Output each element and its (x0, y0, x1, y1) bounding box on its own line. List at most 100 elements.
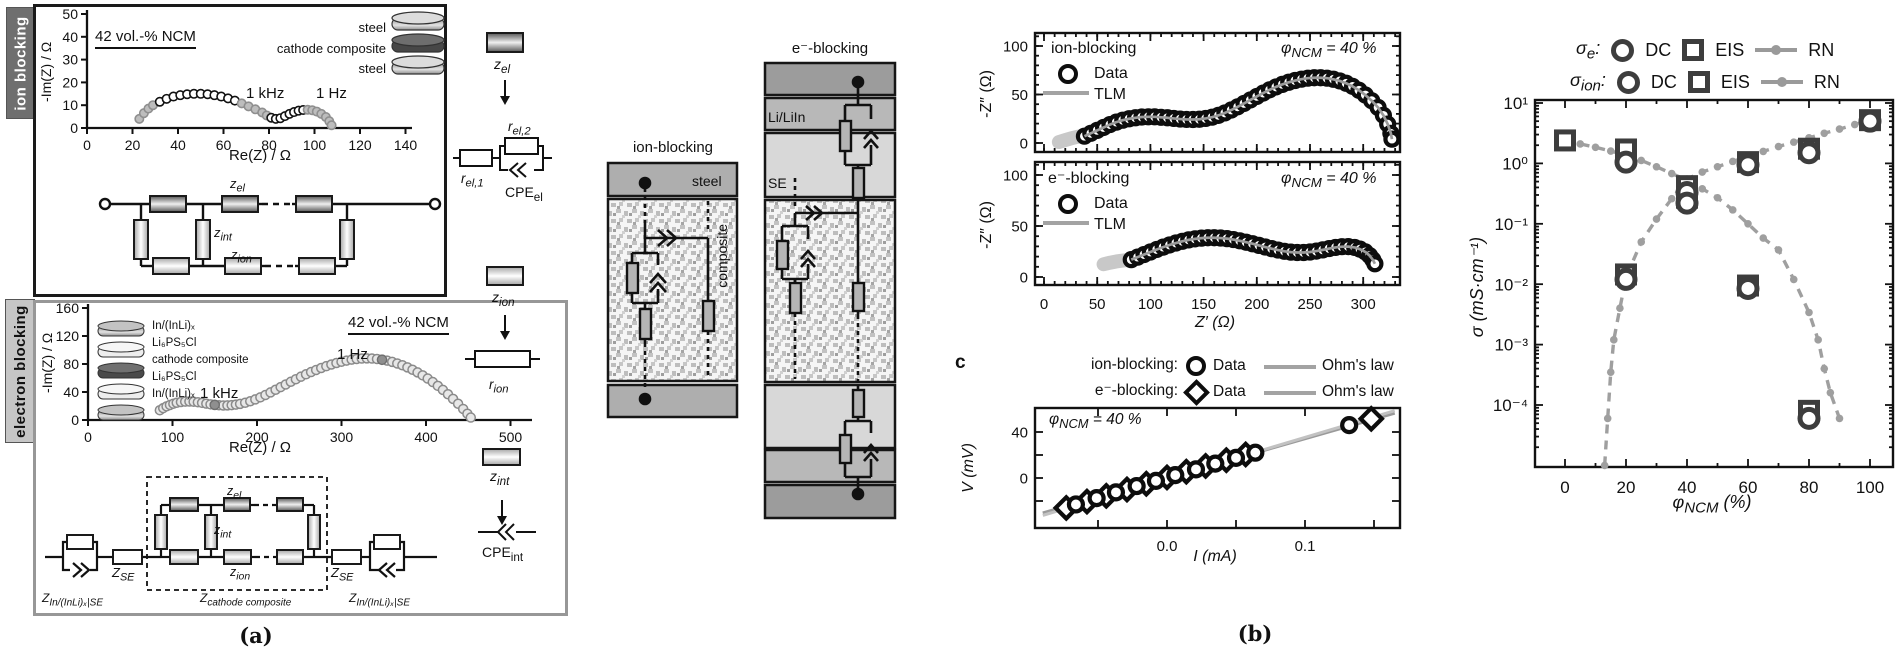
svg-text:120: 120 (348, 137, 372, 153)
a1-stack-labels: steel cathode composite steel (256, 20, 386, 77)
sigma-e-dc-icon (1611, 38, 1635, 62)
a1-circuit-zint-label: zint (214, 225, 232, 244)
a1-stack-label-steel-bottom: steel (358, 61, 386, 77)
tlm-circuit-ion-blocking (98, 195, 442, 275)
svg-text:80: 80 (261, 137, 277, 153)
c-legend-row2-title: e⁻-blocking: (1094, 382, 1178, 399)
a2-circuit-zse-right-label: ZSE (331, 565, 354, 584)
tab-electron-blocking: electron blocking (5, 299, 35, 443)
c-row1-ohm-label: Ohm's law (1322, 357, 1394, 374)
svg-text:10: 10 (62, 97, 78, 113)
svg-text:100: 100 (1856, 478, 1884, 497)
b2-data-label: Data (1094, 195, 1128, 212)
legend-cpeel-label: CPEel (505, 184, 543, 204)
a2-freq-1khz: 1 kHz (200, 385, 239, 402)
sigma-ion-dc-label: DC (1650, 71, 1677, 92)
svg-text:80: 80 (1800, 478, 1819, 497)
a2-cell-stack-icon (97, 320, 145, 421)
a2-circuit-zse-left-label: ZSE (112, 565, 135, 584)
a2-circuit-zinterface-right-label: ZIn/(InLi)ₓ|SE (349, 591, 410, 609)
sigma-e-label: σe: (1576, 38, 1601, 63)
svg-text:40: 40 (1011, 424, 1028, 441)
svg-text:40: 40 (1678, 478, 1697, 497)
c-e-data-symbol (1183, 379, 1210, 406)
svg-text:100: 100 (1138, 296, 1163, 313)
svg-text:50: 50 (1089, 296, 1106, 313)
a2-stack-labels: In/(InLi)ₓ Li₆PS₅Cl cathode composite Li… (152, 320, 249, 401)
tab-ion-blocking-label: ion blocking (12, 15, 30, 111)
b2-tlm-symbol (1043, 221, 1089, 225)
electron-blocking-panel-box (33, 300, 568, 616)
sigma-e-eis-label: EIS (1715, 39, 1745, 60)
nyquist-b-ion-plot: 0 50 100 (1003, 31, 1402, 154)
c-ylabel: V (mV) (960, 443, 978, 493)
svg-text:0: 0 (71, 412, 79, 428)
svg-text:50: 50 (1011, 218, 1028, 235)
svg-text:30: 30 (62, 52, 78, 68)
sigma-ion-dc-icon (1616, 70, 1640, 94)
svg-text:0: 0 (83, 137, 91, 153)
svg-text:0: 0 (1560, 478, 1569, 497)
svg-text:10⁻⁴: 10⁻⁴ (1493, 396, 1528, 415)
schematic-ion-blocking (606, 161, 739, 419)
b1-tlm-symbol (1043, 91, 1089, 95)
b2-data-symbol (1058, 194, 1078, 214)
schematic-e-li-label: Li/LiIn (768, 109, 806, 125)
sigma-legend-row-ion: σion: DC EIS RN (1570, 70, 1840, 95)
svg-text:0: 0 (1020, 470, 1028, 487)
tab-electron-blocking-label: electron blocking (11, 304, 29, 438)
a2-stack-label-4: Li₆PS₅Cl (152, 371, 197, 383)
svg-text:50: 50 (62, 6, 78, 22)
svg-text:0.0: 0.0 (1157, 538, 1178, 555)
caption-b: (b) (1237, 621, 1273, 646)
svg-text:300: 300 (330, 429, 354, 445)
svg-text:40: 40 (63, 384, 79, 400)
legend-zint-label: zint (490, 468, 510, 488)
svg-text:140: 140 (394, 137, 418, 153)
a1-xlabel: Re(Z) / Ω (228, 147, 292, 164)
tab-ion-blocking: ion blocking (6, 7, 36, 119)
svg-text:100: 100 (1003, 167, 1028, 184)
a2-ylabel: -Im(Z) / Ω (39, 332, 56, 393)
sigma-ion-rn-label: RN (1813, 71, 1840, 92)
b2-tlm-label: TLM (1094, 216, 1126, 233)
svg-text:0.1: 0.1 (1295, 538, 1316, 555)
svg-text:60: 60 (1739, 478, 1758, 497)
schematic-e-se-label: SE (768, 175, 787, 191)
c-row2-ohm-symbol (1264, 391, 1316, 395)
legend-zel-label: zel (494, 56, 511, 76)
b1-data-symbol (1058, 64, 1078, 84)
schematic-ion-steel-label: steel (692, 173, 722, 189)
schematic-ion-composite-label: composite (714, 223, 731, 288)
nyquist-ion-blocking-a-plot: 0 20 40 60 80 100 120 140 0 10 20 30 40 50 (62, 6, 418, 153)
legend-cpeint-label: CPEint (482, 544, 524, 564)
sigma-ion-eis-icon (1687, 71, 1710, 94)
sigma-legend-row-e: σe: DC EIS RN (1576, 38, 1834, 63)
c-row1-data-label: Data (1213, 357, 1246, 374)
b1-title: ion-blocking (1051, 40, 1137, 57)
svg-text:400: 400 (414, 429, 438, 445)
conductivity-plot: 0 20 40 60 80 100 10¹ 10⁰ 10⁻¹ 10⁻² 10⁻³ 10⁻⁴ (1493, 94, 1895, 497)
b1-tlm-label: TLM (1094, 86, 1126, 103)
b1-ylabel: -Z″ (Ω) (978, 70, 996, 118)
b1-phi: φNCM = 40 % (1281, 40, 1377, 61)
c-panel-label: c (955, 352, 966, 373)
a2-stack-label-2: Li₆PS₅Cl (152, 337, 197, 349)
a2-stack-label-1: In/(InLi)ₓ (152, 320, 195, 332)
svg-text:250: 250 (1297, 296, 1322, 313)
sigma-xlabel: φNCM (%) (1672, 492, 1752, 517)
svg-text:20: 20 (125, 137, 141, 153)
a2-freq-1hz: 1 Hz (337, 346, 368, 363)
legend-rel2-label: rel,2 (508, 119, 531, 138)
sigma-ion-rn-icon (1760, 77, 1803, 88)
svg-text:200: 200 (1244, 296, 1269, 313)
full-cell-circuit-electron-blocking (45, 476, 437, 591)
a2-circuit-zcc-label: Zcathode composite (200, 591, 292, 609)
b2-title: e⁻-blocking (1048, 170, 1130, 187)
legend-rel1-label: rel,1 (461, 171, 484, 190)
svg-text:40: 40 (170, 137, 186, 153)
svg-text:100: 100 (161, 429, 185, 445)
legend-zion-label: zion (492, 289, 515, 309)
svg-text:0: 0 (84, 429, 92, 445)
a2-circuit-zion-label: zion (230, 565, 251, 583)
